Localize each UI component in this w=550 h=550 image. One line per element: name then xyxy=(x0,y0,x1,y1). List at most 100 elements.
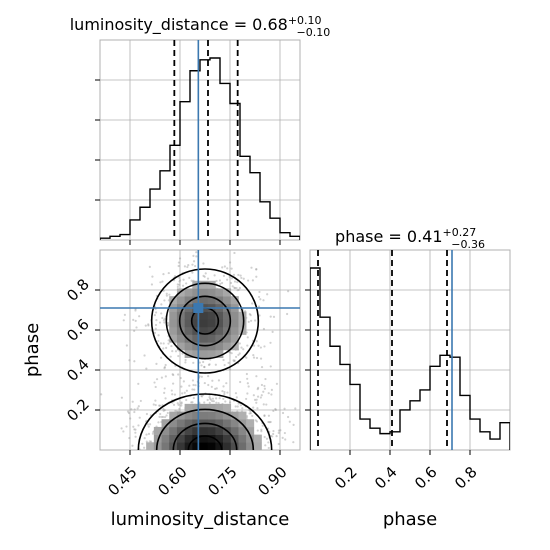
joint-sample-point xyxy=(190,401,193,404)
joint-density-cell xyxy=(169,419,178,428)
joint-density-cell xyxy=(192,342,201,351)
joint-sample-point xyxy=(151,275,154,278)
joint-density-cell xyxy=(176,419,185,428)
joint-sample-point xyxy=(215,397,218,400)
joint-sample-point xyxy=(133,360,136,363)
joint-sample-point xyxy=(228,261,232,264)
joint-sample-point xyxy=(283,431,286,435)
joint-sample-point xyxy=(180,404,183,407)
joint-density-cell xyxy=(200,426,208,435)
joint-sample-point xyxy=(182,278,185,281)
joint-sample-point xyxy=(256,407,259,410)
joint-sample-point xyxy=(238,286,241,290)
joint-sample-point xyxy=(217,401,220,405)
joint-sample-point xyxy=(238,352,241,355)
joint-sample-point xyxy=(181,284,185,287)
joint-density-cell xyxy=(238,311,247,320)
joint-sample-point xyxy=(147,425,150,428)
joint-density-cell xyxy=(184,350,193,358)
joint-density-cell xyxy=(184,426,193,435)
joint-density-cell xyxy=(230,311,239,320)
joint-sample-point xyxy=(267,446,270,450)
joint-density-cell xyxy=(223,403,232,412)
joint-density-cell xyxy=(192,419,201,428)
joint-density-cell xyxy=(192,403,201,412)
joint-sample-point xyxy=(255,420,259,423)
joint-sample-point xyxy=(148,423,152,426)
joint-sample-point xyxy=(208,401,211,404)
joint-density-cell xyxy=(230,434,239,443)
joint-density-cell xyxy=(169,326,178,335)
joint-density-cell xyxy=(184,288,193,297)
joint-sample-point xyxy=(178,407,181,411)
joint-sample-point xyxy=(233,286,237,290)
joint-sample-point xyxy=(251,302,254,305)
joint-sample-point xyxy=(228,368,232,371)
joint-sample-point xyxy=(285,312,289,316)
joint-sample-point xyxy=(208,363,211,366)
joint-sample-point xyxy=(257,386,260,390)
joint-sample-point xyxy=(260,383,264,387)
joint-sample-point xyxy=(263,387,266,390)
joint-sample-point xyxy=(148,265,151,268)
joint-sample-point xyxy=(245,372,248,376)
phase-title-main: phase = 0.41 xyxy=(335,227,442,246)
joint-sample-point xyxy=(128,359,131,362)
joint-sample-point xyxy=(183,391,186,394)
joint-sample-point xyxy=(157,334,160,337)
phase-x-tick-label: 0.4 xyxy=(371,463,401,493)
luminosity-distance-title-upper: +0.10 xyxy=(288,14,322,27)
joint-sample-point xyxy=(234,405,237,408)
joint-density-cell xyxy=(230,419,239,428)
joint-sample-point xyxy=(245,397,248,401)
joint-sample-point xyxy=(269,341,272,344)
joint-density-cell xyxy=(200,403,208,412)
joint-sample-point xyxy=(263,414,266,418)
joint-sample-point xyxy=(162,273,165,276)
joint-sample-point xyxy=(164,375,167,378)
joint-sample-point xyxy=(223,390,226,394)
joint-sample-point xyxy=(223,363,226,367)
joint-sample-point xyxy=(122,430,125,433)
joint-density-cell xyxy=(215,411,224,420)
joint-sample-point xyxy=(165,292,168,295)
joint-sample-point xyxy=(246,377,249,380)
joint-sample-point xyxy=(239,404,243,407)
joint-sample-point xyxy=(154,403,157,407)
joint-sample-point xyxy=(182,380,185,383)
joint-sample-point xyxy=(160,303,163,306)
joint-sample-point xyxy=(214,363,217,366)
joint-sample-point xyxy=(133,329,136,332)
joint-sample-point xyxy=(157,339,160,343)
luminosity-distance-x-tick-label: 0.60 xyxy=(154,463,190,499)
luminosity-distance-histogram-panel xyxy=(95,39,301,245)
joint-sample-point xyxy=(294,407,297,410)
joint-density-cell xyxy=(230,426,239,435)
joint-sample-point xyxy=(217,379,221,382)
joint-sample-point xyxy=(269,315,272,318)
joint-sample-point xyxy=(219,282,222,285)
joint-density-cell xyxy=(161,426,170,435)
joint-sample-point xyxy=(147,324,150,327)
joint-sample-point xyxy=(202,274,205,277)
joint-sample-point xyxy=(163,367,166,370)
joint-density-cell xyxy=(176,434,185,443)
joint-sample-point xyxy=(255,268,258,271)
joint-density-cell xyxy=(192,319,201,328)
joint-sample-point xyxy=(136,407,139,410)
joint-density-cell xyxy=(215,442,224,450)
joint-sample-point xyxy=(237,288,240,292)
joint-sample-point xyxy=(272,315,276,318)
joint-density-cell xyxy=(200,296,208,305)
joint-density-cell xyxy=(230,326,239,335)
joint-sample-point xyxy=(257,295,261,299)
joint-density-cell xyxy=(176,442,185,450)
joint-contour-line xyxy=(155,408,255,450)
joint-sample-point xyxy=(261,424,264,427)
joint-density-cell xyxy=(207,442,216,450)
phase-x-tick-label: 0.2 xyxy=(331,463,361,493)
joint-sample-point xyxy=(233,251,236,255)
joint-sample-point xyxy=(241,407,244,410)
joint-sample-point xyxy=(174,409,177,412)
joint-sample-point xyxy=(221,390,224,393)
